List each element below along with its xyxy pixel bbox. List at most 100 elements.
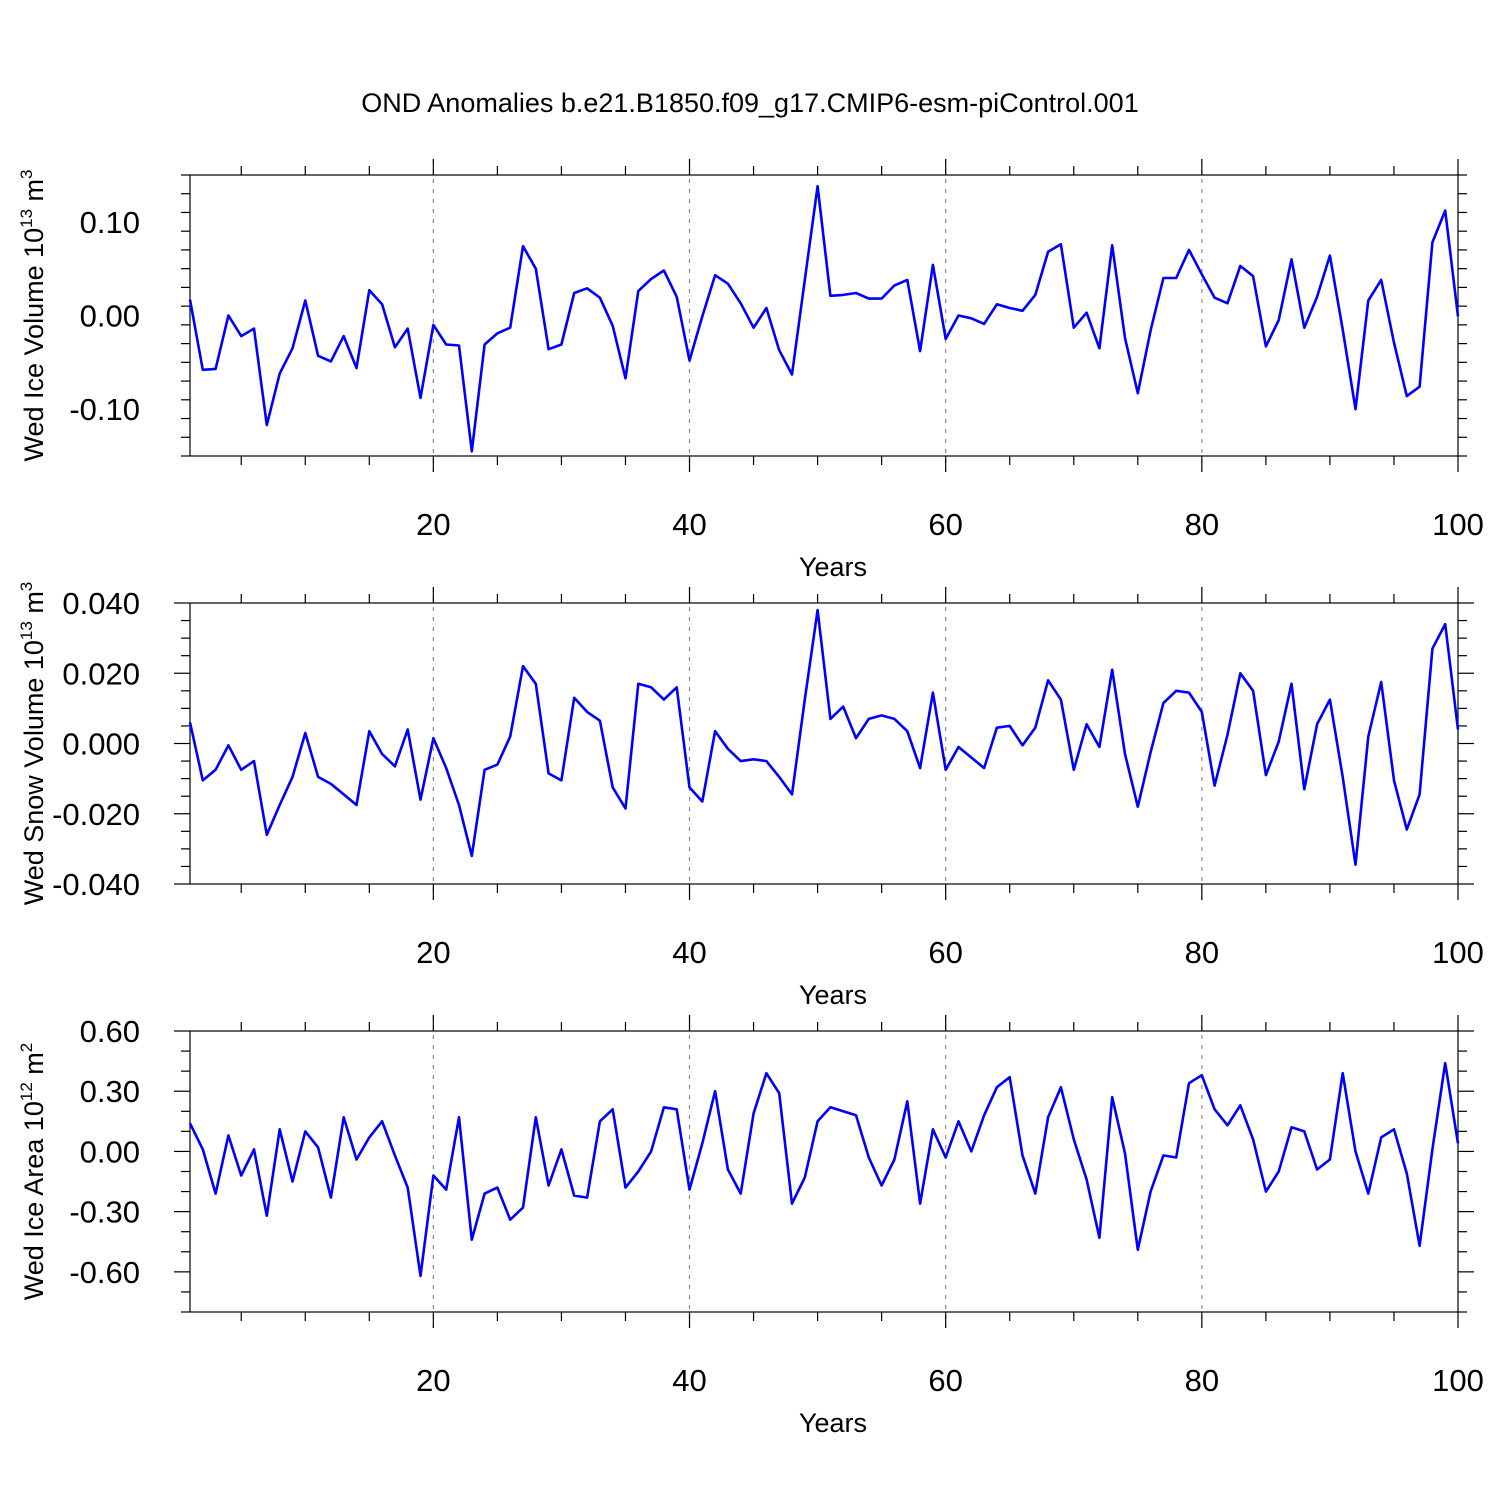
data-point (599, 1120, 601, 1122)
data-point (676, 296, 678, 298)
data-point (727, 282, 729, 284)
data-point (227, 314, 229, 316)
data-point (855, 292, 857, 294)
data-point (202, 1148, 204, 1150)
data-point (547, 1184, 549, 1186)
data-point (650, 686, 652, 688)
data-point (829, 718, 831, 720)
x-axis-label: Years (799, 552, 867, 582)
x-tick-label: 60 (928, 507, 962, 542)
y-axis-label: Wed Ice Volume 1013 m3 (17, 169, 49, 461)
data-point (1380, 279, 1382, 281)
data-point (1290, 1126, 1292, 1128)
data-point (1226, 734, 1228, 736)
data-point (1201, 1074, 1203, 1076)
data-point (496, 332, 498, 334)
y-tick-label: 0.30 (80, 1074, 140, 1109)
data-point (1239, 1104, 1241, 1106)
data-point (637, 683, 639, 685)
data-point (1444, 209, 1446, 211)
data-point (1047, 679, 1049, 681)
data-point (676, 686, 678, 688)
x-tick-label: 40 (672, 507, 706, 542)
data-point (1098, 746, 1100, 748)
y-tick-label: 0.60 (80, 1014, 140, 1049)
data-point (1073, 326, 1075, 328)
data-point (778, 1092, 780, 1094)
data-point (266, 1214, 268, 1216)
data-point (445, 767, 447, 769)
data-point (560, 1148, 562, 1150)
y-tick-label: -0.30 (69, 1195, 140, 1230)
x-tick-label: 20 (416, 507, 450, 542)
data-point (1188, 691, 1190, 693)
data-point (663, 698, 665, 700)
data-point (1303, 326, 1305, 328)
data-point (880, 714, 882, 716)
data-point (330, 783, 332, 785)
data-point (1073, 1138, 1075, 1140)
data-point (688, 786, 690, 788)
data-point (932, 691, 934, 693)
data-point (688, 1188, 690, 1190)
data-point (650, 1150, 652, 1152)
x-tick-label: 100 (1432, 935, 1484, 970)
data-point (804, 1176, 806, 1178)
data-point (624, 807, 626, 809)
data-point (445, 343, 447, 345)
y-tick-label: 0.000 (62, 727, 140, 762)
data-point (983, 1114, 985, 1116)
data-point (1342, 328, 1344, 330)
data-point (1124, 753, 1126, 755)
data-point (394, 1154, 396, 1156)
data-point (445, 1188, 447, 1190)
data-point (227, 1134, 229, 1136)
data-point (701, 800, 703, 802)
data-point (432, 737, 434, 739)
x-tick-label: 80 (1185, 507, 1219, 542)
data-point (611, 325, 613, 327)
data-point (317, 776, 319, 778)
data-point (701, 315, 703, 317)
data-point (983, 323, 985, 325)
data-point (342, 1116, 344, 1118)
y-axis-label: Wed Snow Volume 1013 m3 (17, 582, 49, 906)
data-point (1354, 863, 1356, 865)
y-axis-label-unit: m (19, 1052, 49, 1082)
data-point (1149, 329, 1151, 331)
data-point (1060, 1086, 1062, 1088)
series-line (188, 184, 1460, 453)
y-axis-label-unit: m (19, 179, 49, 209)
data-point (560, 779, 562, 781)
data-point (522, 1206, 524, 1208)
data-point (637, 1170, 639, 1172)
data-point (599, 297, 601, 299)
data-point (535, 1116, 537, 1118)
data-point (1277, 1170, 1279, 1172)
data-point (330, 1196, 332, 1198)
data-point (842, 1110, 844, 1112)
data-point (663, 1106, 665, 1108)
data-point (727, 1168, 729, 1170)
data-point (483, 769, 485, 771)
data-point (458, 1116, 460, 1118)
y-tick-label: 0.020 (62, 656, 140, 691)
data-point (906, 279, 908, 281)
data-point (471, 1239, 473, 1241)
data-point (1316, 296, 1318, 298)
data-point (855, 1114, 857, 1116)
data-point (983, 767, 985, 769)
data-point (1431, 241, 1433, 243)
data-point (202, 779, 204, 781)
panel-2: 20 40 60 80 100 Years -0.040 -0.020 0.000 0.020 0.… (17, 582, 1484, 1010)
data-point (407, 1186, 409, 1188)
data-point (1047, 1116, 1049, 1118)
y-axis-label-unit-exponent: 3 (17, 582, 36, 591)
data-point (893, 284, 895, 286)
data-point (624, 377, 626, 379)
data-point (1316, 723, 1318, 725)
data-point (304, 732, 306, 734)
data-point (842, 705, 844, 707)
data-point (765, 760, 767, 762)
